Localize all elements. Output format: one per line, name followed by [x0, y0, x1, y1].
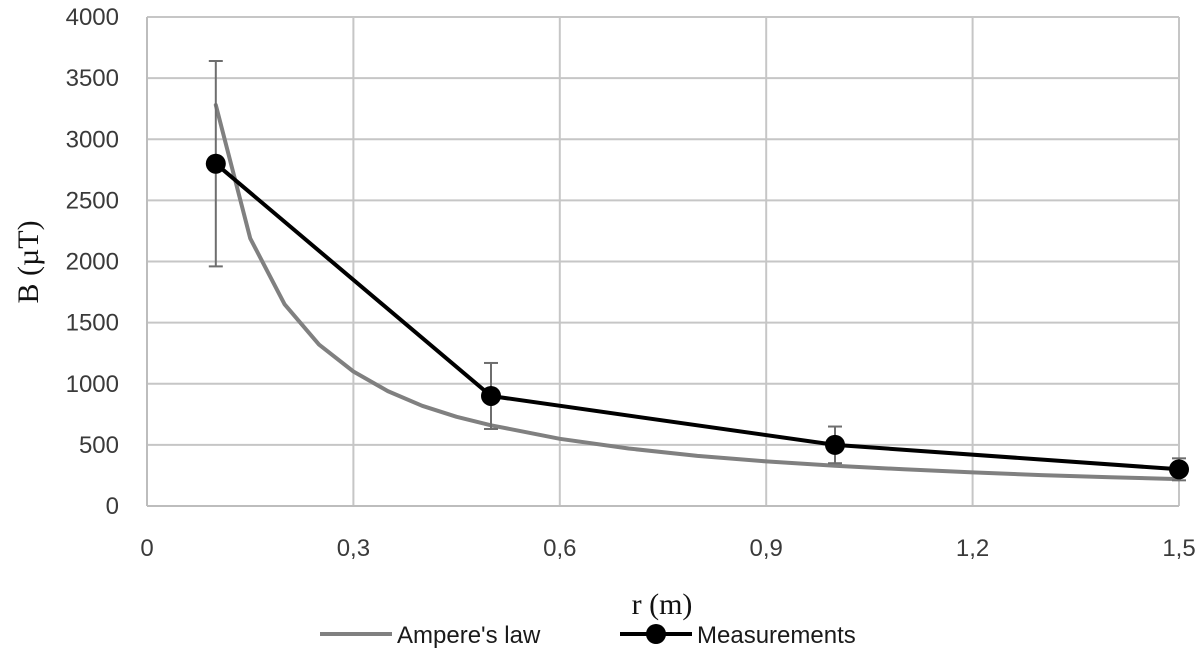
legend-label-measurements: Measurements	[697, 622, 856, 649]
series-lines	[213, 103, 1181, 482]
y-tick-labels: 0 500 1000 1500 2000 2500 3000 3500 4000	[66, 4, 119, 520]
series-line-measurements	[213, 161, 1181, 472]
y-tick-label: 1500	[66, 310, 119, 337]
data-markers	[205, 153, 1189, 480]
x-tick-label: 1,2	[956, 535, 989, 562]
y-tick-label: 0	[106, 493, 119, 520]
x-tick-label: 0,9	[750, 535, 783, 562]
series-line-ampere-s-law	[213, 103, 1181, 482]
y-axis-title: B (µT)	[12, 220, 45, 303]
y-tick-label: 4000	[66, 4, 119, 31]
x-tick-label: 0,6	[543, 535, 576, 562]
grid	[147, 16, 1180, 506]
axes	[146, 17, 1179, 507]
legend-marker-measurements	[646, 624, 666, 644]
data-point	[205, 153, 226, 174]
legend-label-amperes-law: Ampere's law	[397, 622, 541, 649]
y-tick-label: 3000	[66, 126, 119, 153]
x-tick-label: 0,3	[337, 535, 370, 562]
data-point	[481, 385, 501, 406]
data-point	[1169, 459, 1189, 480]
y-tick-label: 3500	[66, 65, 119, 92]
y-tick-label: 500	[79, 432, 119, 459]
data-point	[825, 434, 845, 455]
x-tick-label: 0	[140, 535, 153, 562]
y-tick-label: 2000	[66, 249, 119, 276]
x-tick-label: 1,5	[1162, 535, 1195, 562]
x-axis-title: r (m)	[632, 588, 693, 621]
y-tick-label: 2500	[66, 187, 119, 214]
error-bars	[208, 60, 1186, 482]
legend: Ampere's law Measurements	[320, 622, 856, 649]
y-tick-label: 1000	[66, 371, 119, 398]
x-tick-labels: 0 0,3 0,6 0,9 1,2 1,5	[140, 535, 1195, 562]
